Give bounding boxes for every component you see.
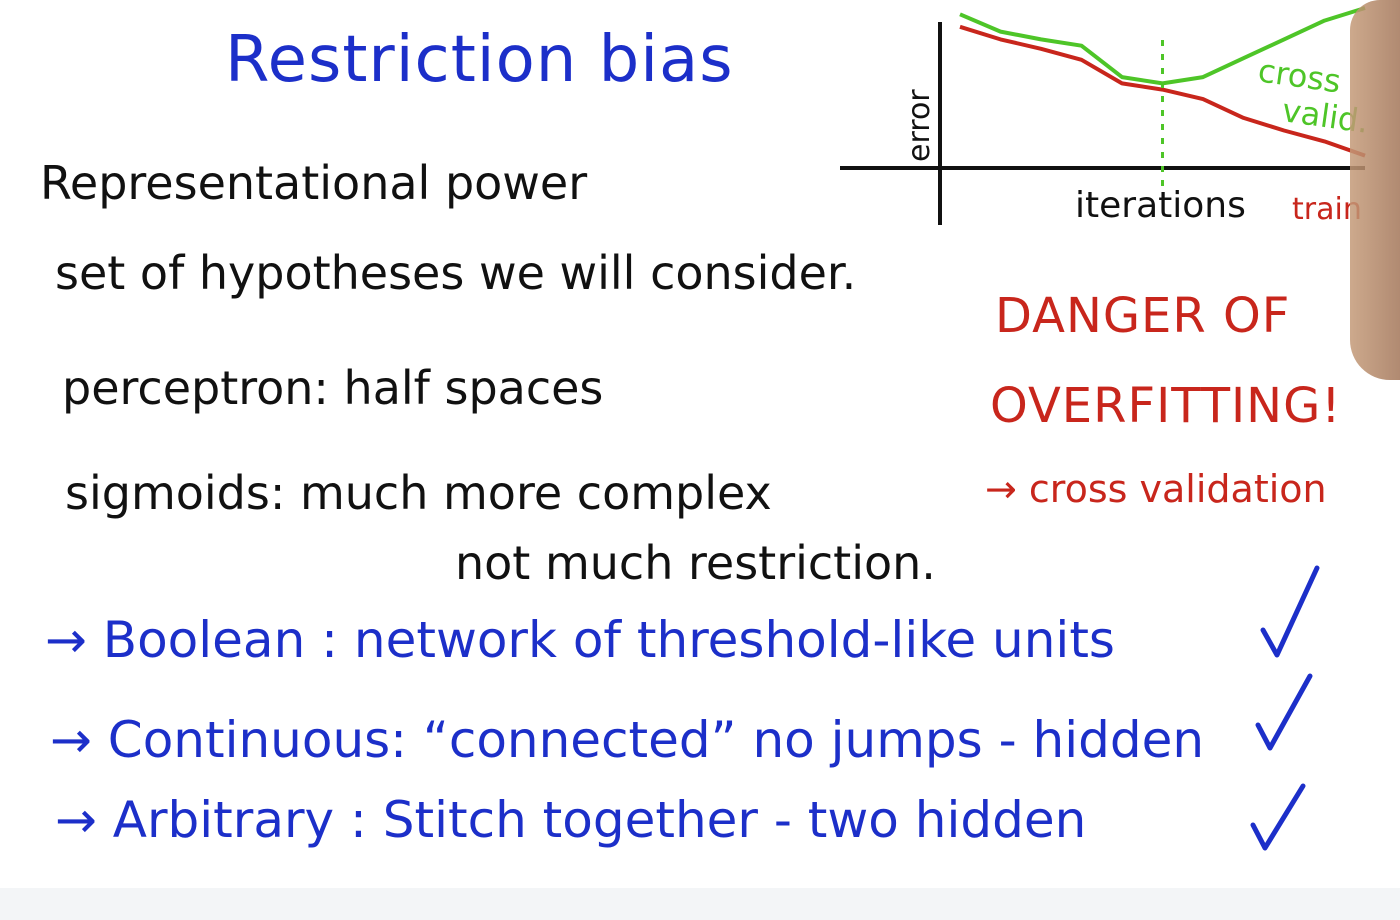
cross-validation-note: → cross validation [985, 467, 1327, 511]
note-restriction: not much restriction. [455, 536, 936, 590]
danger-heading-1: DANGER OF [995, 288, 1291, 344]
page-title: Restriction bias [225, 23, 734, 97]
presenter-hand [1350, 0, 1400, 380]
note-hypotheses: set of hypotheses we will consider. [55, 246, 857, 300]
note-sigmoids: sigmoids: much more complex [65, 466, 772, 520]
line-arbitrary: → Arbitrary : Stitch together - two hidd… [55, 791, 1087, 849]
danger-heading-2: OVERFITTING! [990, 378, 1342, 434]
bottom-strip [0, 888, 1400, 920]
x-axis-label: iterations [1075, 185, 1246, 226]
y-axis-label: error [902, 89, 937, 162]
line-boolean: → Boolean : network of threshold-like un… [45, 611, 1115, 669]
checkmark-icon [1250, 670, 1320, 764]
note-representational-power: Representational power [40, 156, 588, 210]
line-continuous: → Continuous: “connected” no jumps - hid… [50, 711, 1205, 769]
checkmark-icon [1245, 780, 1315, 864]
checkmark-icon [1255, 560, 1325, 674]
series-line-train [959, 24, 1366, 158]
error-iterations-chart [840, 6, 1366, 225]
note-perceptron: perceptron: half spaces [62, 361, 604, 415]
